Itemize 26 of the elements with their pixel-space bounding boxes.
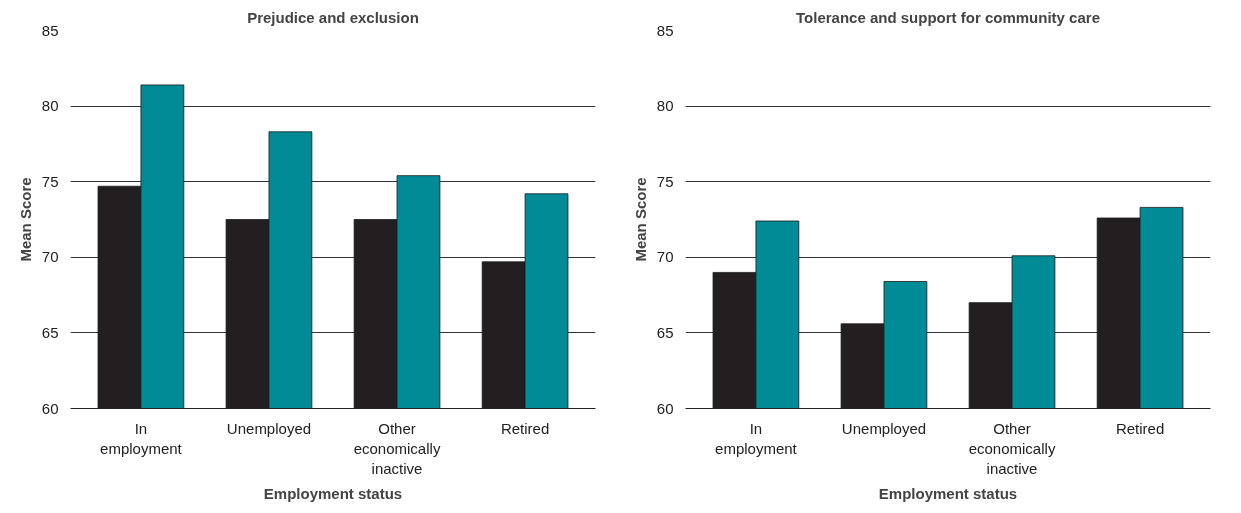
y-tick-label: 85 xyxy=(41,21,59,39)
y-tick-label: 70 xyxy=(656,248,674,266)
y-tick-label: 70 xyxy=(41,248,59,266)
y-tick-label: 75 xyxy=(41,172,59,190)
x-tick-label: Other economically inactive xyxy=(353,419,441,478)
chart-title: Prejudice and exclusion xyxy=(247,8,419,26)
y-tick-label: 75 xyxy=(656,172,674,190)
x-axis-title: Employment status xyxy=(878,485,1018,503)
y-tick-label: 65 xyxy=(656,323,674,341)
y-tick-label: 60 xyxy=(656,399,674,417)
x-tick-label: Unemployed xyxy=(226,419,312,437)
x-tick-label: In employment xyxy=(715,419,798,457)
y-tick-label: 85 xyxy=(656,21,674,39)
x-tick-label: Other economically inactive xyxy=(968,419,1056,478)
y-tick-label: 60 xyxy=(41,399,59,417)
y-tick-label: 80 xyxy=(41,97,59,115)
y-tick-label: 80 xyxy=(656,97,674,115)
x-tick-label: In employment xyxy=(100,419,183,457)
x-tick-label: Retired xyxy=(500,419,550,437)
y-tick-label: 65 xyxy=(41,323,59,341)
y-axis-title: Mean Score xyxy=(16,177,34,262)
x-axis-title: Employment status xyxy=(263,485,403,503)
y-axis-title: Mean Score xyxy=(631,177,649,262)
x-tick-label: Retired xyxy=(1115,419,1165,437)
chart-title: Tolerance and support for community care xyxy=(796,8,1100,26)
x-tick-label: Unemployed xyxy=(841,419,927,437)
